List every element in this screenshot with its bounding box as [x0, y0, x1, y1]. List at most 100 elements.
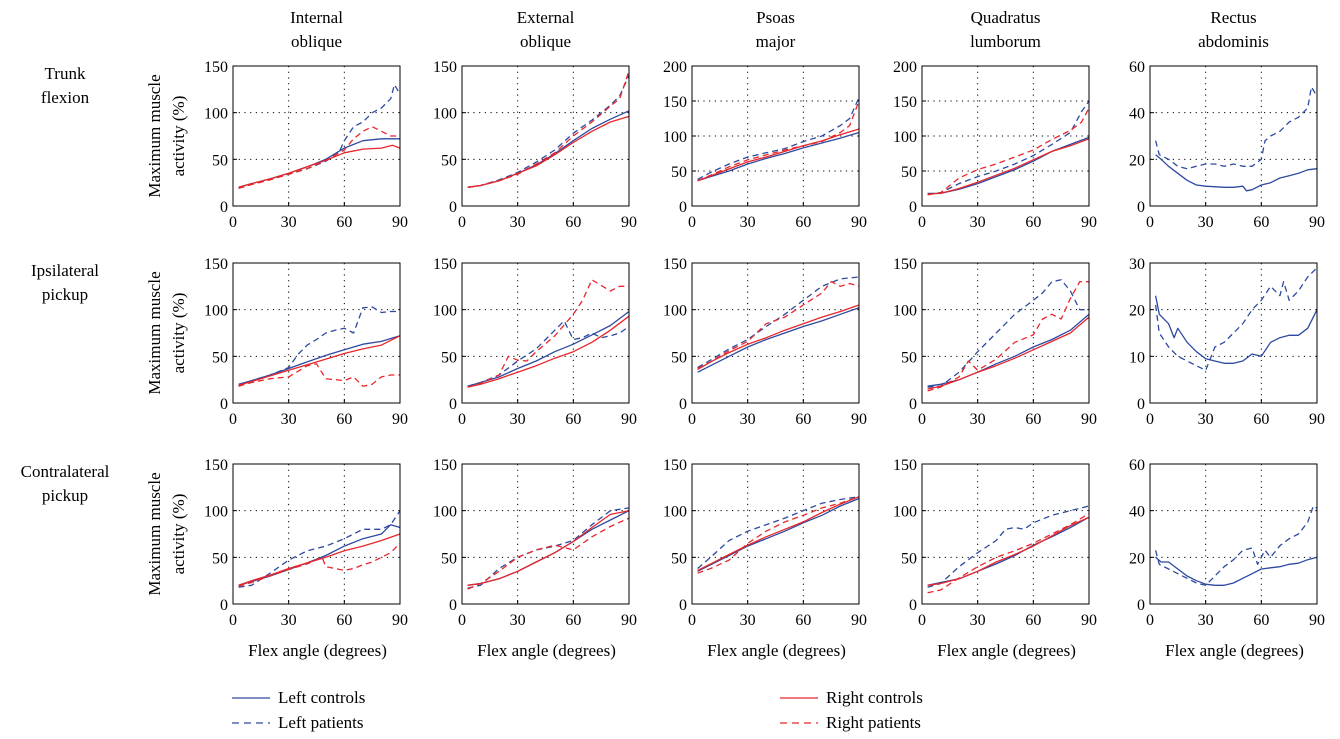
series-line-left-patients	[927, 279, 1089, 388]
series-line-right-patients	[467, 279, 629, 388]
series-line-right-controls	[238, 335, 401, 386]
x-axis-label: Flex angle (degrees)	[937, 641, 1076, 660]
x-tick-label: 60	[336, 411, 352, 428]
x-tick-label: 0	[1146, 612, 1154, 629]
x-axis-label: Flex angle (degrees)	[707, 641, 846, 660]
series-line-right-controls	[467, 315, 630, 388]
y-tick-label: 10	[1129, 349, 1145, 366]
x-tick-label: 60	[795, 214, 811, 231]
x-axis-label: Flex angle (degrees)	[477, 641, 616, 660]
chart-panel: 0 30 60 90 0 50 100 150	[663, 256, 867, 428]
x-axis-label: Flex angle (degrees)	[248, 641, 387, 660]
series-line-left-patients	[927, 100, 1090, 195]
x-tick-label: 30	[970, 612, 986, 629]
y-tick-label: 100	[663, 129, 687, 146]
plot-frame	[1149, 262, 1318, 404]
plot-frame	[921, 463, 1090, 605]
y-tick-label: 100	[893, 129, 917, 146]
series-line-left-controls	[467, 310, 630, 387]
series-line-left-controls	[238, 524, 401, 586]
x-tick-label: 90	[1309, 612, 1325, 629]
series-line-right-patients	[927, 281, 1089, 392]
y-tick-label: 150	[663, 256, 687, 273]
column-title: Internal	[290, 8, 343, 27]
y-tick-label: 50	[671, 550, 687, 567]
y-tick-label: 50	[212, 550, 228, 567]
x-tick-label: 0	[229, 214, 237, 231]
y-tick-label: 0	[679, 597, 687, 614]
chart-panel: 0 30 60 90 0 50 100 150 Flex angle (degrees)	[204, 457, 408, 660]
row-title: pickup	[42, 285, 88, 304]
column-title: oblique	[520, 32, 571, 51]
series-line-left-controls	[467, 110, 630, 188]
plot-frame	[1149, 65, 1318, 207]
plot-frame	[461, 262, 630, 404]
series-line-right-patients	[927, 512, 1090, 594]
y-tick-label: 0	[909, 597, 917, 614]
x-tick-label: 90	[1309, 214, 1325, 231]
x-tick-label: 60	[565, 612, 581, 629]
row-title: Contralateral	[21, 462, 110, 481]
column-title: major	[756, 32, 796, 51]
chart-panel: 0 30 60 90 0 50 100 150 Flex angle (degrees)	[433, 457, 637, 660]
y-tick-label: 150	[893, 256, 917, 273]
x-tick-label: 60	[1253, 612, 1269, 629]
y-axis-label-line: activity (%)	[169, 494, 188, 575]
y-tick-label: 100	[893, 303, 917, 320]
x-tick-label: 0	[688, 214, 696, 231]
series-line-left-patients	[1154, 267, 1318, 371]
y-tick-label: 150	[663, 94, 687, 111]
y-tick-label: 50	[212, 349, 228, 366]
x-tick-label: 90	[851, 214, 867, 231]
y-tick-label: 0	[449, 597, 457, 614]
y-tick-label: 150	[204, 256, 228, 273]
x-tick-label: 90	[392, 612, 408, 629]
y-tick-label: 20	[1129, 152, 1145, 169]
chart-panel: 0 30 60 90 0 20 40 60 Flex angle (degrees)	[1129, 457, 1325, 660]
x-tick-label: 90	[621, 612, 637, 629]
series-line-left-controls	[697, 307, 860, 373]
series-line-left-patients	[238, 84, 401, 189]
series-line-left-patients	[467, 507, 630, 589]
series-line-left-controls	[927, 313, 1090, 387]
x-tick-label: 90	[621, 214, 637, 231]
y-tick-label: 100	[204, 106, 228, 123]
legend-label: Right controls	[826, 688, 923, 707]
chart-panel: 0 30 60 90 0 20 40 60	[1129, 59, 1325, 231]
plot-frame	[921, 262, 1090, 404]
series-line-right-patients	[238, 363, 400, 387]
x-tick-label: 30	[510, 214, 526, 231]
y-tick-label: 50	[441, 550, 457, 567]
y-tick-label: 100	[433, 504, 457, 521]
y-tick-label: 40	[1129, 106, 1145, 123]
y-tick-label: 40	[1129, 504, 1145, 521]
column-title: abdominis	[1198, 32, 1269, 51]
x-tick-label: 60	[1253, 411, 1269, 428]
series-line-left-patients	[697, 276, 860, 369]
y-tick-label: 150	[893, 94, 917, 111]
row-title: Trunk	[45, 64, 86, 83]
x-tick-label: 0	[229, 411, 237, 428]
series-line-left-patients	[697, 97, 860, 180]
y-tick-label: 20	[1129, 550, 1145, 567]
y-tick-label: 60	[1129, 457, 1145, 474]
x-tick-label: 30	[281, 214, 297, 231]
y-tick-label: 0	[909, 199, 917, 216]
x-tick-label: 90	[392, 411, 408, 428]
y-tick-label: 0	[909, 396, 917, 413]
x-tick-label: 60	[1253, 214, 1269, 231]
y-axis-label: Maximum muscle activity (%)	[145, 74, 188, 197]
y-axis-label-line: Maximum muscle	[145, 74, 164, 197]
x-tick-label: 0	[458, 214, 466, 231]
y-tick-label: 0	[679, 396, 687, 413]
series-line-right-controls	[697, 496, 860, 571]
legend-label: Left controls	[278, 688, 365, 707]
series-line-right-patients	[697, 281, 860, 370]
y-tick-label: 50	[901, 550, 917, 567]
legend: Left controls Left patients Right controls…	[232, 688, 923, 732]
x-tick-label: 0	[1146, 411, 1154, 428]
legend-label: Right patients	[826, 713, 921, 732]
y-tick-label: 100	[433, 303, 457, 320]
x-tick-label: 60	[1025, 411, 1041, 428]
y-tick-label: 50	[212, 152, 228, 169]
